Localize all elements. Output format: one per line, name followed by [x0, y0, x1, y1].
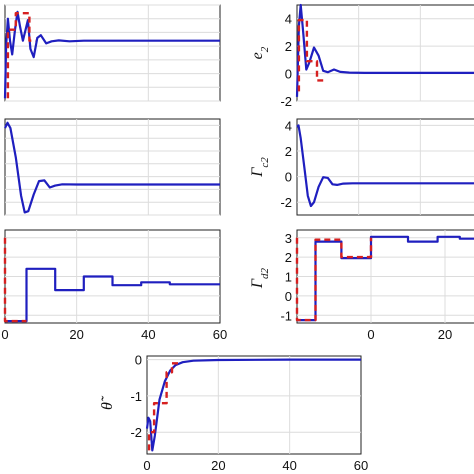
panel-top-left — [3, 4, 221, 102]
panel-bottom-left: 0 20 40 60 — [1, 229, 227, 342]
panel-bottom-right: 0 20 -1 0 1 2 3 Γd2 — [249, 229, 474, 342]
x-tick-label: 40 — [282, 458, 296, 473]
y-tick-label: 0 — [285, 170, 292, 185]
x-tick-label: 20 — [438, 327, 452, 342]
y-tick-label: 4 — [285, 12, 292, 27]
panel-bottom-center: 0 20 40 60 -2 -1 0 θ̃ — [99, 353, 368, 473]
y-axis-label: θ̃ — [99, 395, 116, 410]
y-tick-label: -2 — [280, 94, 292, 109]
y-tick-label: 2 — [285, 39, 292, 54]
y-tick-label: 3 — [285, 231, 292, 246]
x-tick-label: 20 — [69, 327, 83, 342]
y-tick-label: -2 — [130, 425, 142, 440]
x-tick-label: 40 — [141, 327, 155, 342]
y-tick-label: 0 — [285, 289, 292, 304]
panel-middle-right: -2 0 2 4 Γc2 — [249, 118, 474, 216]
axes-frame — [296, 118, 474, 216]
series-line-dashed — [297, 18, 324, 92]
y-tick-label: 0 — [135, 353, 142, 368]
y-tick-label: 2 — [285, 250, 292, 265]
series-line-dashed — [3, 237, 27, 323]
y-tick-label: 4 — [285, 118, 292, 133]
y-axis-label: Γc2 — [249, 157, 271, 178]
series-line-dashed — [6, 11, 36, 99]
axes-frame — [4, 118, 221, 216]
axes-frame — [146, 355, 362, 455]
series-line-solid — [295, 3, 474, 97]
series-line-solid — [297, 235, 474, 322]
x-tick-label: 60 — [354, 458, 368, 473]
series-line-solid — [5, 267, 220, 323]
series-line-solid — [296, 124, 474, 208]
series-line-solid — [3, 10, 220, 99]
y-tick-label: 0 — [285, 67, 292, 82]
series-line-dashed — [295, 237, 373, 322]
series-line-dashed — [147, 362, 180, 451]
panel-middle-left — [4, 118, 221, 216]
axes-frame — [296, 4, 474, 102]
y-tick-label: 1 — [285, 270, 292, 285]
x-tick-label: 0 — [1, 327, 8, 342]
y-tick-label: 2 — [285, 144, 292, 159]
x-tick-label: 0 — [143, 458, 150, 473]
y-axis-label: e2 — [249, 46, 271, 59]
x-tick-label: 0 — [367, 327, 374, 342]
y-tick-label: -1 — [130, 389, 142, 404]
series-line-solid — [4, 121, 220, 214]
x-tick-label: 20 — [211, 458, 225, 473]
axes-frame — [4, 4, 221, 102]
panel-top-right: -2 0 2 4 e2 — [249, 3, 474, 109]
y-axis-label: Γd2 — [249, 267, 271, 289]
y-tick-label: -2 — [280, 195, 292, 210]
x-tick-label: 60 — [213, 327, 227, 342]
y-tick-label: -1 — [280, 308, 292, 323]
